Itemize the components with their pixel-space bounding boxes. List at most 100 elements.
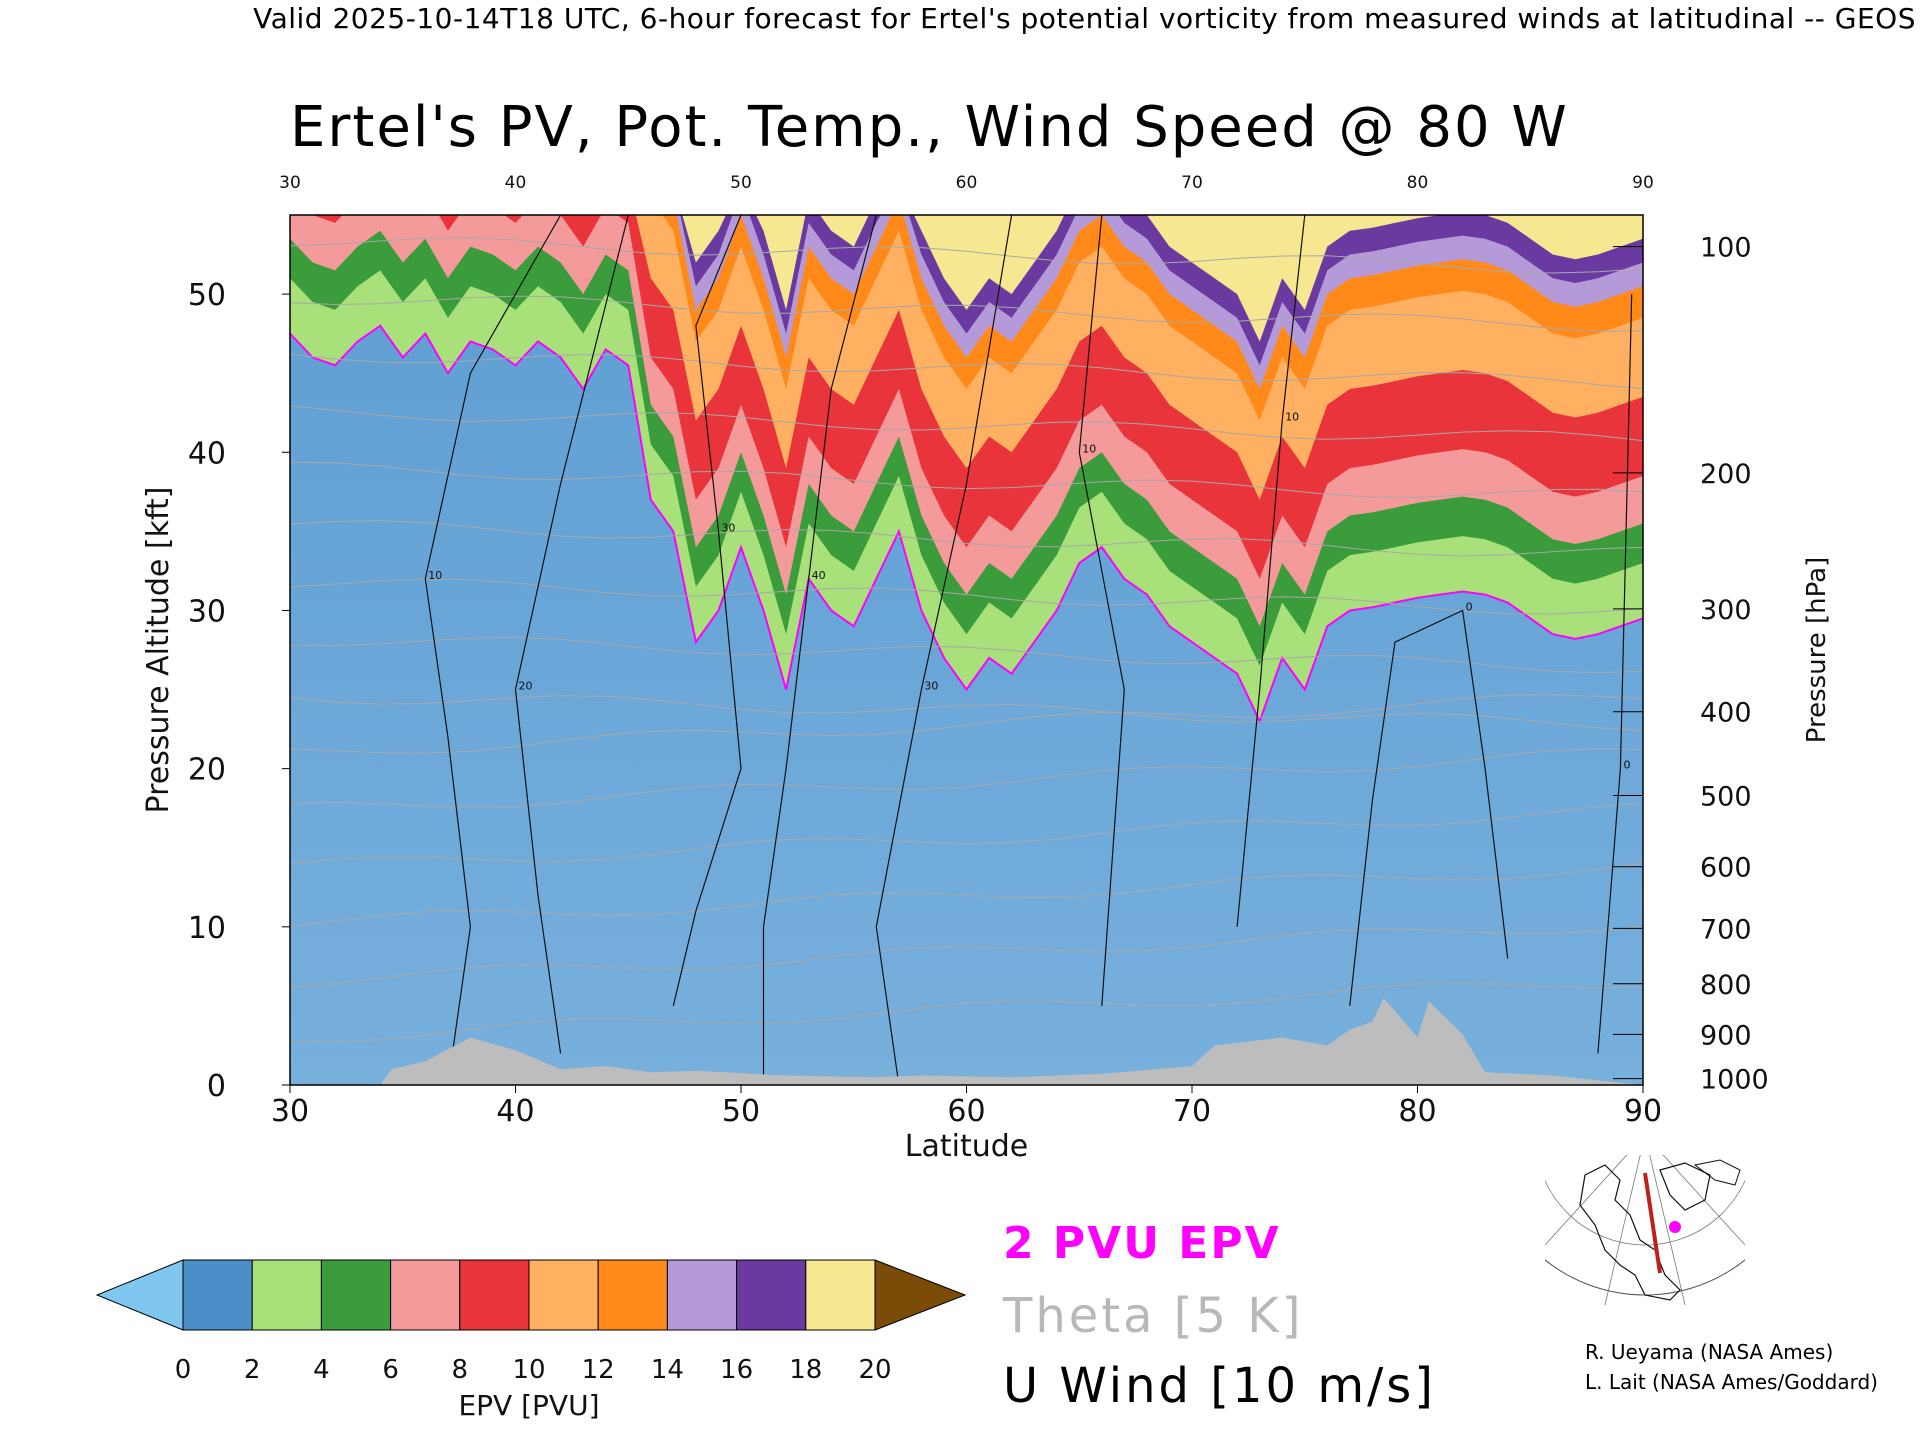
- colorbar-tick-label-2: 2: [244, 1355, 261, 1385]
- colorbar-tick-label-4: 4: [313, 1355, 330, 1385]
- y2-tick-label-900: 900: [1700, 1020, 1752, 1051]
- colorbar-tick-label-16: 16: [720, 1355, 753, 1385]
- colorbar-segment-6: [597, 1259, 668, 1331]
- surface-terrain: [290, 998, 1643, 1085]
- y2-tick-label-800: 800: [1700, 970, 1752, 1001]
- uwind-contour-label-4: 30: [924, 680, 938, 693]
- uwind-contour-0: [424, 215, 562, 1085]
- theta-isentrope-410: [290, 405, 1643, 442]
- colorbar-segment-7: [666, 1259, 738, 1331]
- x-top-tick-label-60: 60: [956, 173, 978, 193]
- pv-band-20: [682, 215, 1643, 342]
- uwind-contour-7: [1349, 609, 1509, 1006]
- y2-tick-label-100: 100: [1700, 233, 1752, 264]
- credit-line-2: L. Lait (NASA Ames/Goddard): [1585, 1370, 1878, 1394]
- legend-2pvu-epv: 2 PVU EPV: [1003, 1218, 1281, 1269]
- colorbar-segment-8: [736, 1259, 807, 1331]
- theta-isentrope-330: [290, 802, 1643, 865]
- x-tick-label-70: 70: [1173, 1094, 1211, 1129]
- colorbar-segment-1: [251, 1259, 322, 1331]
- colorbar-tick-label-6: 6: [382, 1355, 399, 1385]
- colorbar-tick-label-10: 10: [512, 1355, 545, 1385]
- theta-isentrope-390: [290, 520, 1643, 557]
- theta-isentrope-340: [290, 748, 1643, 808]
- colorbar-over-arrow: [874, 1259, 967, 1331]
- y-tick-label-0: 0: [207, 1069, 226, 1104]
- uwind-contour-label-8: 0: [1623, 759, 1630, 772]
- valid-time-header: Valid 2025-10-14T18 UTC, 6-hour forecast…: [253, 2, 1916, 35]
- theta-isentrope-400: [290, 461, 1643, 498]
- colorbar-under-arrow: [95, 1259, 184, 1331]
- x-top-tick-label-50: 50: [730, 173, 752, 193]
- colorbar-segment-4: [459, 1259, 530, 1331]
- theta-isentrope-420: [290, 353, 1643, 389]
- x-tick-label-90: 90: [1624, 1094, 1662, 1129]
- theta-isentrope-320: [290, 862, 1643, 928]
- uwind-contour-label-1: 20: [519, 680, 533, 693]
- tropopause-2pvu-line: [290, 324, 1643, 724]
- uwind-contour-2: [672, 215, 742, 1007]
- colorbar-tick-label-14: 14: [651, 1355, 684, 1385]
- theta-isentrope-350: [290, 694, 1643, 754]
- y-tick-label-30: 30: [188, 594, 226, 629]
- y-tick-label-20: 20: [188, 753, 226, 788]
- theta-isentrope-380: [290, 578, 1643, 615]
- colorbar-tick-label-18: 18: [789, 1355, 822, 1385]
- colorbar-label: EPV [PVU]: [458, 1389, 599, 1422]
- y2-tick-label-400: 400: [1700, 698, 1752, 729]
- x-tick-label-50: 50: [722, 1094, 760, 1129]
- uwind-contour-label-6: 10: [1285, 411, 1299, 424]
- x-top-tick-label-80: 80: [1407, 173, 1429, 193]
- y2-tick-label-300: 300: [1700, 595, 1752, 626]
- y-tick-label-50: 50: [188, 278, 226, 313]
- x-top-tick-label-30: 30: [279, 173, 301, 193]
- credit-line-1: R. Ueyama (NASA Ames): [1585, 1340, 1834, 1364]
- colorbar-segment-3: [390, 1259, 461, 1331]
- x-tick-label-40: 40: [496, 1094, 534, 1129]
- x-tick-label-30: 30: [271, 1094, 309, 1129]
- uwind-contour-label-2: 30: [721, 521, 735, 534]
- x-tick-label-80: 80: [1398, 1094, 1436, 1129]
- theta-isentrope-360: [290, 695, 1643, 732]
- y2-axis-label: Pressure [hPa]: [1802, 557, 1832, 744]
- x-tick-label-60: 60: [947, 1094, 985, 1129]
- colorbar-tick-label-20: 20: [858, 1355, 891, 1385]
- uwind-contour-6: [1236, 215, 1306, 927]
- colorbar-segment-2: [320, 1259, 392, 1331]
- pv-band-16: [676, 215, 1643, 389]
- x-axis-label: Latitude: [905, 1129, 1028, 1164]
- y-tick-label-40: 40: [188, 436, 226, 471]
- uwind-contour-label-5: 10: [1082, 442, 1096, 455]
- uwind-contour-label-7: 0: [1466, 600, 1473, 613]
- theta-isentrope-300: [290, 982, 1643, 1043]
- uwind-contour-3: [762, 215, 877, 1085]
- colorbar-tick-label-8: 8: [452, 1355, 469, 1385]
- theta-isentrope-310: [290, 925, 1643, 988]
- y2-tick-label-500: 500: [1700, 782, 1752, 813]
- uwind-contour-8: [1597, 294, 1633, 1054]
- uwind-contour-1: [514, 215, 629, 1054]
- x-top-tick-label-70: 70: [1181, 173, 1203, 193]
- y2-tick-label-200: 200: [1700, 459, 1752, 490]
- colorbar-segment-0: [182, 1259, 253, 1331]
- y2-tick-label-1000: 1000: [1700, 1065, 1769, 1096]
- y2-tick-label-600: 600: [1700, 853, 1752, 884]
- legend-theta: Theta [5 K]: [1003, 1288, 1304, 1344]
- locator-map-icon: [1545, 1155, 1745, 1305]
- y2-tick-label-700: 700: [1700, 914, 1752, 945]
- legend-uwind: U Wind [10 m/s]: [1003, 1358, 1437, 1414]
- theta-isentrope-440: [290, 237, 1643, 274]
- y-tick-label-10: 10: [188, 911, 226, 946]
- uwind-contour-4: [875, 215, 1013, 1085]
- x-top-tick-label-40: 40: [505, 173, 527, 193]
- theta-isentrope-370: [290, 636, 1643, 674]
- uwind-contour-5: [1078, 215, 1125, 1006]
- pv-band-18: [680, 215, 1643, 366]
- colorbar-tick-label-0: 0: [175, 1355, 192, 1385]
- y-axis-label: Pressure Altitude [kft]: [141, 487, 176, 814]
- theta-isentrope-430: [290, 295, 1643, 332]
- colorbar-tick-label-12: 12: [582, 1355, 615, 1385]
- colorbar-segment-9: [805, 1259, 876, 1331]
- colorbar-segment-5: [528, 1259, 599, 1331]
